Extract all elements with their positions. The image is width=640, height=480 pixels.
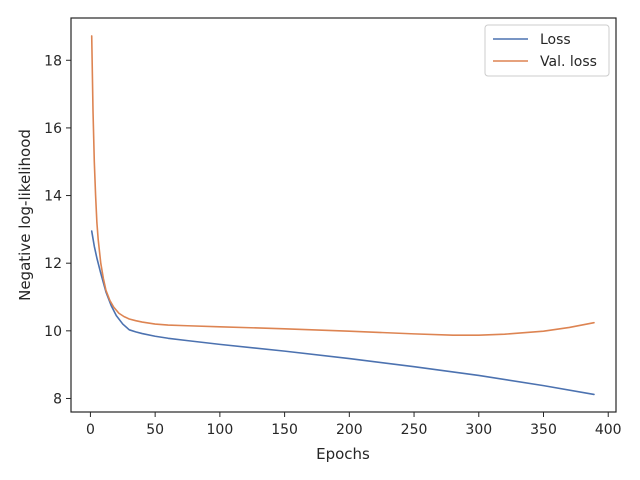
y-tick-label: 16	[44, 121, 62, 137]
x-axis: 0 50 100 150 200 250 300 350 400	[86, 412, 622, 438]
legend-label-val-loss: Val. loss	[540, 54, 597, 70]
y-tick-label: 14	[44, 189, 62, 205]
x-tick-label: 50	[146, 422, 164, 438]
series-line-val-loss	[90, 35, 595, 337]
y-tick-label: 12	[44, 256, 62, 272]
x-axis-label: Epochs	[316, 445, 370, 463]
legend: Loss Val. loss	[484, 24, 610, 77]
x-tick-label: 150	[271, 422, 298, 438]
x-tick-label: 350	[530, 422, 557, 438]
y-tick-label: 18	[44, 53, 62, 69]
x-tick-label: 400	[595, 422, 622, 438]
y-axis: 8 10 12 14 16 18	[44, 53, 71, 407]
series-line-loss	[90, 230, 595, 396]
y-tick-label: 8	[53, 391, 62, 407]
x-tick-label: 0	[86, 422, 95, 438]
y-tick-label: 10	[44, 324, 62, 340]
plot-frame	[70, 17, 617, 413]
x-tick-label: 200	[336, 422, 363, 438]
legend-box	[484, 24, 610, 77]
x-tick-label: 250	[401, 422, 428, 438]
x-tick-label: 300	[465, 422, 492, 438]
y-axis-label: Negative log-likelihood	[16, 129, 34, 301]
x-tick-label: 100	[207, 422, 234, 438]
legend-label-loss: Loss	[540, 32, 571, 48]
